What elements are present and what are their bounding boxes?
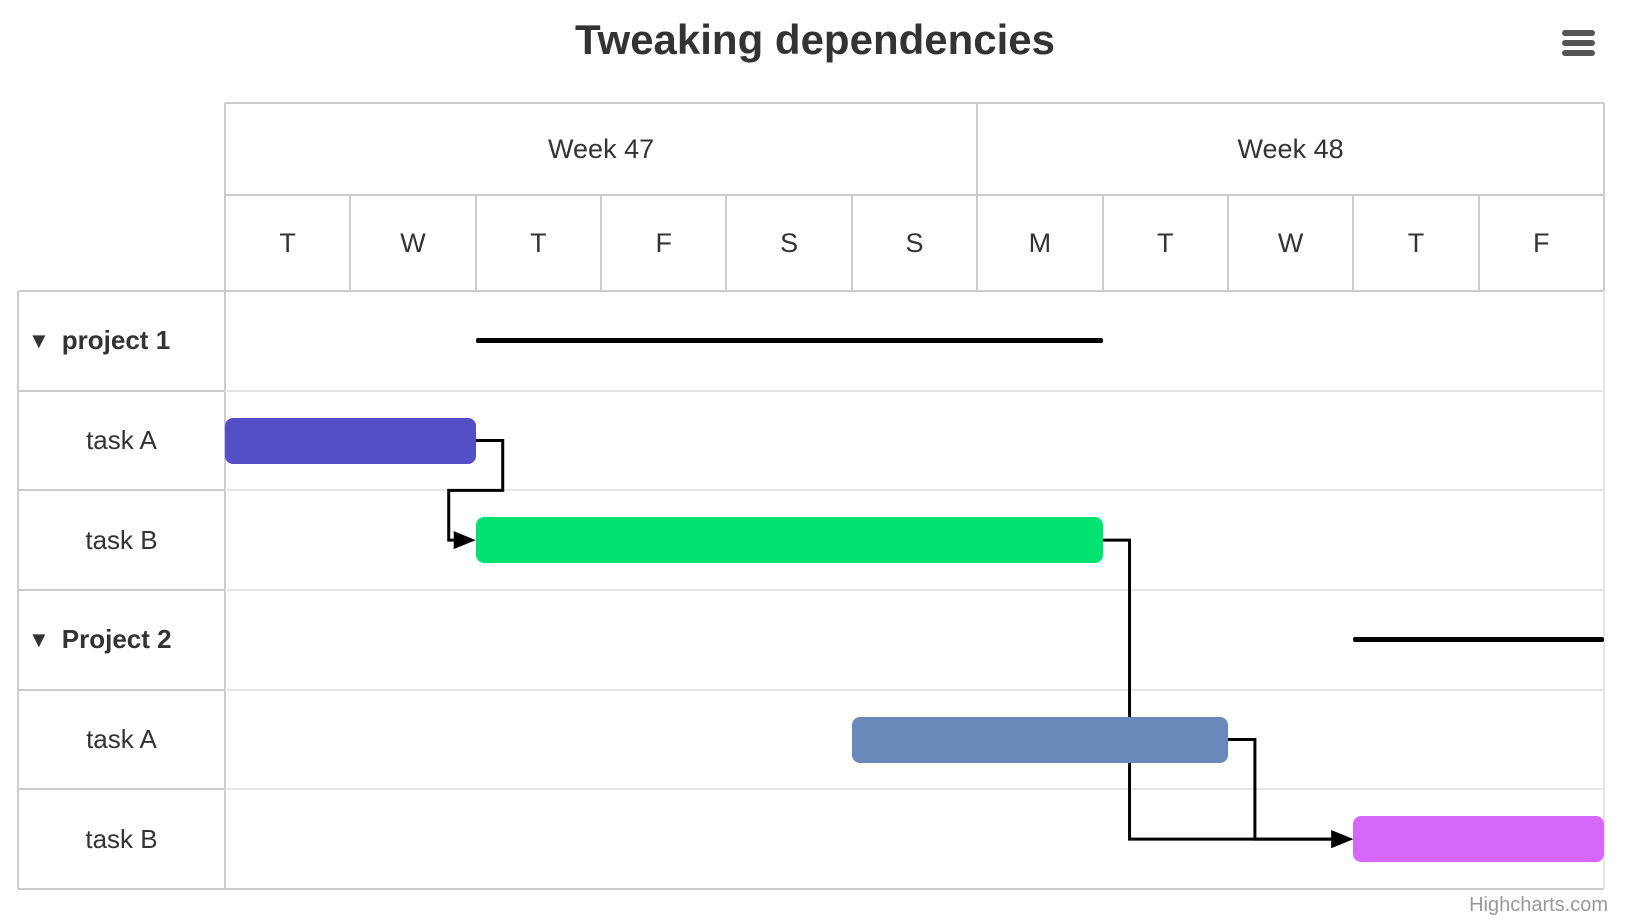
grid-line xyxy=(1226,195,1229,291)
grid-line xyxy=(976,195,979,291)
grid-line xyxy=(349,195,352,291)
grid-line xyxy=(225,389,1604,392)
chart-title: Tweaking dependencies xyxy=(574,16,1056,63)
day-header-cell: S xyxy=(780,227,799,258)
week-header-cell: Week 48 xyxy=(1237,133,1344,164)
row-label-p2-task-b: task B xyxy=(18,789,225,889)
task-bar-p2-task-b[interactable] xyxy=(1353,816,1604,863)
row-label-text: task A xyxy=(86,723,157,754)
day-header-cell: F xyxy=(655,227,673,258)
hamburger-menu-icon xyxy=(1562,30,1595,56)
row-label-p1-task-b: task B xyxy=(18,490,225,590)
grid-line xyxy=(600,195,603,291)
row-label-p1-task-a: task A xyxy=(18,391,225,491)
row-label-project-1[interactable]: ▼ project 1 xyxy=(28,291,225,391)
day-header-cell: W xyxy=(1277,227,1304,258)
grid-line xyxy=(1477,195,1480,291)
dependency-arrowhead-icon xyxy=(1331,830,1354,849)
day-header-cell: T xyxy=(1407,227,1425,258)
dependency-line-p1-task-a-to-p1-task-b xyxy=(447,439,505,542)
day-header-cell: S xyxy=(905,227,924,258)
day-header-cell: T xyxy=(1156,227,1174,258)
grid-line xyxy=(224,103,226,889)
task-bar-p2-task-a[interactable] xyxy=(851,716,1228,763)
day-header-cell: T xyxy=(530,227,547,258)
grid-line xyxy=(850,195,853,291)
summary-bar-project-1[interactable] xyxy=(475,338,1103,344)
day-header-cell: W xyxy=(400,227,426,258)
day-header-cell: F xyxy=(1533,227,1550,258)
week-header-cell: Week 47 xyxy=(548,133,655,164)
task-bar-p1-task-b[interactable] xyxy=(475,517,1103,564)
grid-line xyxy=(225,194,1604,196)
credits-link[interactable]: Highcharts.com xyxy=(1469,894,1608,916)
grid-line xyxy=(225,489,1604,492)
row-label-p2-task-a: task A xyxy=(18,690,225,790)
row-label-text: project 1 xyxy=(61,325,171,356)
dependency-arrowhead-icon xyxy=(453,531,476,550)
grid-line xyxy=(18,290,1604,292)
grid-line xyxy=(1603,291,1605,889)
task-bar-p1-task-a[interactable] xyxy=(225,417,476,464)
day-header-cell: M xyxy=(1028,227,1052,258)
grid-line xyxy=(225,589,1604,591)
row-label-text: task A xyxy=(86,424,157,455)
row-label-text: Project 2 xyxy=(61,624,172,655)
grid-line xyxy=(18,589,225,591)
grid-line xyxy=(225,102,1604,104)
row-label-project-2[interactable]: ▼ Project 2 xyxy=(28,590,225,690)
grid-line xyxy=(18,688,225,691)
row-label-text: task B xyxy=(85,524,158,555)
grid-line xyxy=(225,788,1604,791)
grid-line xyxy=(18,788,225,791)
grid-line xyxy=(18,888,1604,890)
grid-line xyxy=(1101,195,1104,291)
collapse-triangle-icon: ▼ xyxy=(28,626,50,652)
day-header-cell: T xyxy=(279,227,296,258)
grid-line xyxy=(225,688,1604,691)
collapse-triangle-icon: ▼ xyxy=(28,327,50,353)
grid-line xyxy=(1352,195,1355,291)
grid-line xyxy=(18,389,225,392)
grid-line xyxy=(1603,103,1605,291)
grid-line xyxy=(474,195,477,291)
summary-bar-project-2[interactable] xyxy=(1353,637,1604,643)
grid-line xyxy=(725,195,728,291)
grid-line xyxy=(18,489,225,492)
row-label-text: task B xyxy=(85,823,158,854)
dependency-line-p2-task-a-to-p2-task-b xyxy=(1227,738,1332,841)
dependency-line-p1-task-b-to-p2-task-b xyxy=(1102,538,1332,841)
context-menu-button[interactable] xyxy=(1556,24,1600,64)
